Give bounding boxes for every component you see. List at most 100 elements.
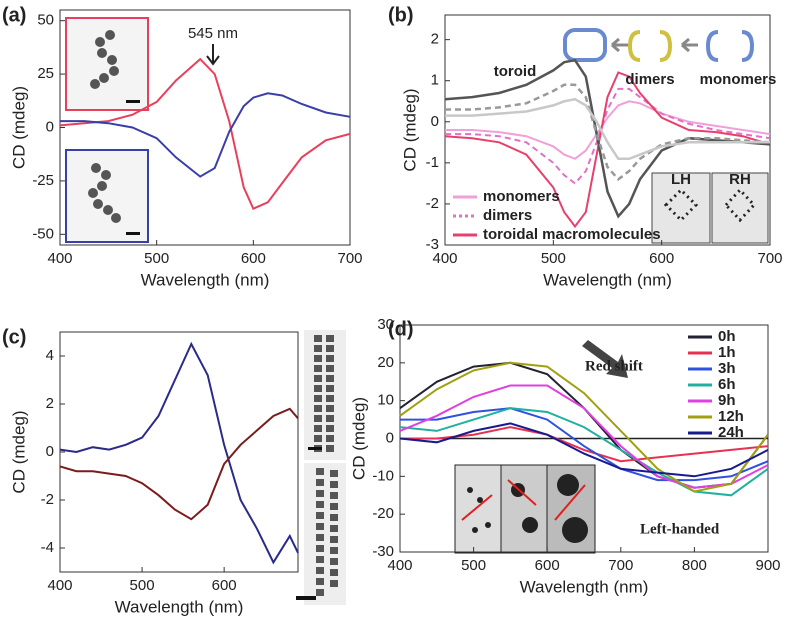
arrow bbox=[461, 479, 586, 521]
y-tick-label: 2 bbox=[431, 31, 439, 48]
series-line bbox=[445, 97, 770, 161]
scale-bar bbox=[296, 596, 316, 600]
particles bbox=[467, 474, 588, 543]
y-axis-label: CD (mdeg) bbox=[349, 397, 368, 480]
series-line bbox=[400, 426, 769, 463]
inset-image bbox=[454, 464, 502, 554]
x-tick-label: 900 bbox=[755, 557, 780, 574]
series-line bbox=[399, 361, 769, 493]
x-tick-label: 700 bbox=[337, 250, 362, 267]
x-tick-label: 700 bbox=[608, 557, 633, 574]
annotation: toroid bbox=[494, 63, 537, 80]
x-tick-label: 500 bbox=[130, 577, 155, 594]
inset-image bbox=[65, 149, 149, 243]
panel-label: (d) bbox=[388, 318, 414, 340]
x-tick-label: 400 bbox=[432, 250, 457, 267]
scale-bar bbox=[126, 232, 140, 235]
annotation: 545 nm bbox=[188, 25, 238, 42]
y-tick-label: 10 bbox=[377, 392, 394, 409]
annotation: monomers bbox=[700, 71, 777, 88]
y-tick-label: -50 bbox=[32, 225, 54, 242]
inset-image bbox=[711, 172, 769, 244]
y-tick-label: 25 bbox=[37, 65, 54, 82]
particles bbox=[88, 163, 121, 223]
x-tick-label: 600 bbox=[649, 250, 674, 267]
particles bbox=[316, 468, 338, 598]
y-tick-label: -10 bbox=[372, 467, 394, 484]
scale-bar bbox=[308, 447, 322, 450]
annotation: dimers bbox=[625, 71, 674, 88]
arrow bbox=[582, 340, 628, 378]
inset-image bbox=[500, 464, 548, 554]
y-tick-label: 0 bbox=[431, 113, 439, 130]
panel-label: (a) bbox=[2, 4, 26, 26]
legend-label: toroidal macromolecules bbox=[483, 226, 661, 243]
y-tick-label: -20 bbox=[372, 505, 394, 522]
annotation: Red shift bbox=[585, 358, 643, 374]
x-tick-label: 400 bbox=[47, 577, 72, 594]
y-tick-label: -25 bbox=[32, 172, 54, 189]
series-line bbox=[59, 57, 351, 211]
plot-frame bbox=[59, 331, 299, 573]
particles bbox=[314, 335, 334, 455]
particles bbox=[90, 30, 119, 89]
legend-label: monomers bbox=[483, 188, 560, 205]
x-tick-label: 700 bbox=[757, 250, 782, 267]
panel-label: (c) bbox=[2, 326, 26, 348]
series-line bbox=[60, 92, 351, 178]
x-tick-label: 500 bbox=[144, 250, 169, 267]
x-tick-label: 500 bbox=[541, 250, 566, 267]
inset-image bbox=[304, 463, 346, 605]
arrow bbox=[206, 44, 220, 66]
series-line bbox=[400, 407, 769, 482]
series-line bbox=[444, 71, 771, 229]
x-axis-label: Wavelength (nm) bbox=[115, 597, 244, 616]
legend-label: 1h bbox=[718, 344, 736, 361]
inset-image bbox=[651, 172, 711, 244]
y-tick-label: 30 bbox=[377, 316, 394, 333]
legend-label: 24h bbox=[718, 424, 744, 441]
legend-label: 3h bbox=[718, 360, 736, 377]
legend-label: 9h bbox=[718, 392, 736, 409]
series-line bbox=[444, 58, 771, 219]
y-axis-label: CD (mdeg) bbox=[9, 410, 28, 493]
y-tick-label: 1 bbox=[431, 72, 439, 89]
y-tick-label: -2 bbox=[426, 195, 439, 212]
annotation: LH bbox=[671, 171, 691, 188]
y-tick-label: 4 bbox=[46, 347, 54, 364]
y-tick-label: 50 bbox=[37, 12, 54, 29]
y-tick-label: 20 bbox=[377, 354, 394, 371]
legend-label: 0h bbox=[718, 328, 736, 345]
y-tick-label: -4 bbox=[41, 539, 54, 556]
legend-label: 6h bbox=[718, 376, 736, 393]
series-line bbox=[399, 384, 769, 489]
x-tick-label: 400 bbox=[47, 250, 72, 267]
annotation: RH bbox=[729, 171, 751, 188]
inset-image bbox=[304, 330, 346, 460]
x-axis-label: Wavelength (nm) bbox=[141, 270, 270, 289]
series-line bbox=[399, 407, 769, 497]
y-tick-label: -2 bbox=[41, 491, 54, 508]
scale-bar bbox=[126, 100, 140, 103]
x-tick-label: 800 bbox=[682, 557, 707, 574]
x-tick-label: 600 bbox=[212, 577, 237, 594]
series-line bbox=[59, 407, 299, 521]
x-tick-label: 500 bbox=[461, 557, 486, 574]
series-line bbox=[399, 422, 769, 478]
y-axis-label: CD (mdeg) bbox=[9, 86, 28, 169]
legend-label: dimers bbox=[483, 207, 532, 224]
y-tick-label: 0 bbox=[46, 443, 54, 460]
y-tick-label: 0 bbox=[46, 118, 54, 135]
y-tick-label: -1 bbox=[426, 154, 439, 171]
y-axis-label: CD (mdeg) bbox=[400, 88, 419, 171]
series-line bbox=[59, 341, 299, 565]
x-axis-label: Wavelength (nm) bbox=[543, 270, 672, 289]
y-tick-label: 2 bbox=[46, 395, 54, 412]
y-tick-label: 0 bbox=[386, 429, 394, 446]
x-tick-label: 600 bbox=[241, 250, 266, 267]
x-axis-label: Wavelength (nm) bbox=[520, 577, 649, 596]
x-tick-label: 400 bbox=[387, 557, 412, 574]
panel-label: (b) bbox=[388, 4, 414, 26]
assembly-diagram bbox=[563, 28, 754, 62]
